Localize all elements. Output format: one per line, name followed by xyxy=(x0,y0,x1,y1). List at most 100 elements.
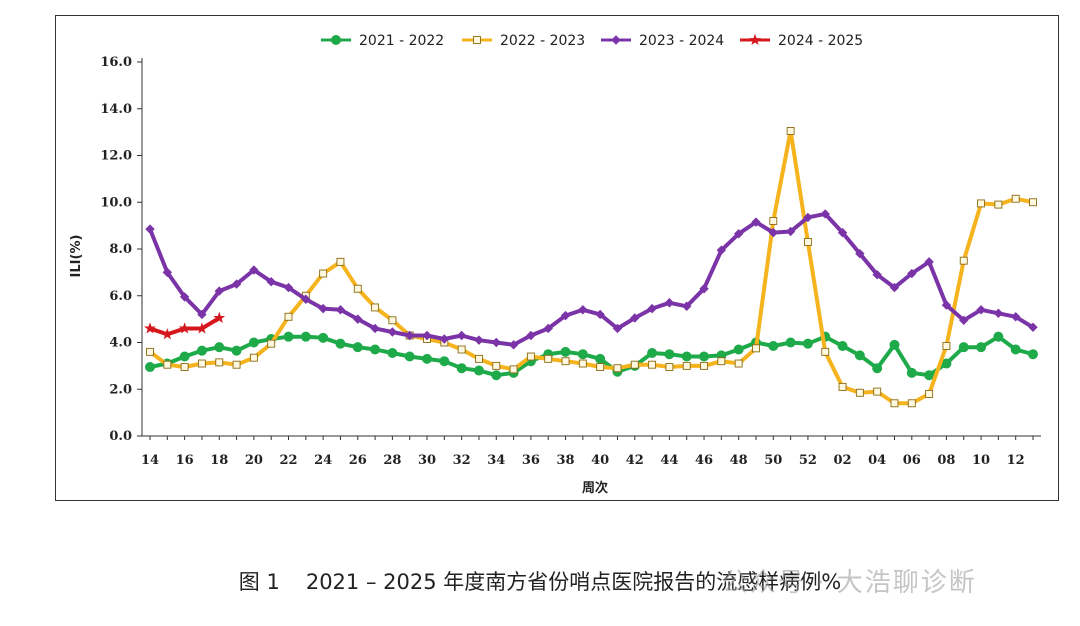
legend: 2021 - 2022 2022 - 2023 2023 - 2024 2024 - … xyxy=(321,33,863,49)
data-point xyxy=(508,340,519,350)
data-point xyxy=(215,358,224,367)
data-point xyxy=(785,226,796,237)
data-point xyxy=(249,265,259,275)
data-point xyxy=(1010,344,1021,355)
legend-label: 2022 - 2023 xyxy=(500,33,585,49)
y-tick-label: 16.0 xyxy=(100,55,132,70)
data-point xyxy=(889,339,900,350)
chart-frame: 0.0 2.0 4.0 6.0 8.0 10.0 12.0 14.0 16.0 14 16 18 20 2… xyxy=(55,15,1059,501)
x-tick-label: 24 xyxy=(314,453,332,468)
data-point xyxy=(179,351,190,362)
data-point xyxy=(959,315,969,326)
data-point xyxy=(422,353,433,364)
data-point xyxy=(214,342,225,353)
data-point xyxy=(491,337,501,348)
data-point xyxy=(353,284,362,293)
data-point xyxy=(682,301,692,311)
data-point xyxy=(1028,349,1038,360)
y-axis-title: ILI(%) xyxy=(69,235,84,278)
data-point xyxy=(820,209,830,219)
data-point xyxy=(249,353,258,362)
data-point xyxy=(301,294,311,304)
series-line xyxy=(148,129,1035,406)
data-point xyxy=(665,363,674,371)
data-point xyxy=(873,387,882,396)
data-point xyxy=(404,351,415,362)
y-tick-label: 8.0 xyxy=(109,242,132,257)
data-point xyxy=(145,362,155,373)
line-chart: 0.02.04.06.08.010.012.014.016.014 16 18 20 2… xyxy=(69,33,1041,496)
data-point xyxy=(283,331,294,342)
series-line xyxy=(148,334,1035,378)
data-point xyxy=(387,348,398,359)
data-point xyxy=(1028,322,1038,333)
data-point xyxy=(768,341,779,352)
data-point xyxy=(717,357,726,366)
data-point xyxy=(180,363,189,371)
series-3 xyxy=(145,209,1038,350)
data-point xyxy=(284,312,293,321)
data-point xyxy=(197,359,206,368)
data-point xyxy=(786,127,795,135)
data-point xyxy=(456,330,467,341)
series-2 xyxy=(146,127,1037,408)
data-point xyxy=(509,365,518,374)
data-point xyxy=(526,330,536,341)
data-point xyxy=(439,356,450,367)
data-point xyxy=(457,345,466,354)
data-point xyxy=(335,305,346,315)
x-tick-label: 28 xyxy=(383,453,401,468)
data-point xyxy=(925,389,934,398)
data-point xyxy=(492,361,501,370)
data-point xyxy=(716,245,727,255)
data-point xyxy=(474,335,484,345)
data-point xyxy=(1010,312,1021,322)
data-point xyxy=(561,357,570,366)
data-point xyxy=(526,352,535,361)
data-point xyxy=(630,313,640,323)
data-point xyxy=(248,337,259,348)
data-point xyxy=(941,300,952,310)
data-point xyxy=(682,361,691,370)
x-tick-label: 26 xyxy=(349,453,367,468)
x-tick-label: 38 xyxy=(556,453,574,468)
data-point xyxy=(751,217,761,227)
data-point xyxy=(907,268,917,279)
data-point xyxy=(370,323,380,334)
data-point xyxy=(318,303,328,314)
series-line xyxy=(148,211,1035,347)
data-point xyxy=(197,309,207,320)
data-point xyxy=(855,388,864,397)
data-point xyxy=(578,305,588,315)
data-point xyxy=(872,270,882,280)
data-point xyxy=(854,350,865,361)
series-4 xyxy=(144,311,226,340)
data-point xyxy=(543,323,553,334)
y-tick-label: 0.0 xyxy=(109,429,132,444)
data-point xyxy=(473,365,484,376)
data-point xyxy=(664,349,675,360)
data-point xyxy=(404,330,415,341)
data-point xyxy=(267,339,276,348)
data-point xyxy=(958,342,969,353)
data-point xyxy=(352,342,363,353)
data-point xyxy=(647,348,658,359)
data-point xyxy=(907,399,916,408)
legend-label: 2024 - 2025 xyxy=(778,33,863,49)
data-point xyxy=(733,229,744,239)
data-point xyxy=(700,361,708,370)
data-point xyxy=(889,282,900,293)
data-point xyxy=(648,360,657,369)
data-point xyxy=(630,360,639,369)
data-point xyxy=(681,351,692,362)
data-point xyxy=(578,359,587,368)
data-point xyxy=(613,364,622,373)
data-point xyxy=(837,227,848,238)
data-point xyxy=(178,322,191,334)
data-point xyxy=(769,216,778,225)
series-1 xyxy=(145,331,1038,381)
data-point xyxy=(993,308,1004,318)
data-point xyxy=(422,330,432,341)
x-axis-title: 周次 xyxy=(582,480,608,496)
data-point xyxy=(231,345,242,356)
